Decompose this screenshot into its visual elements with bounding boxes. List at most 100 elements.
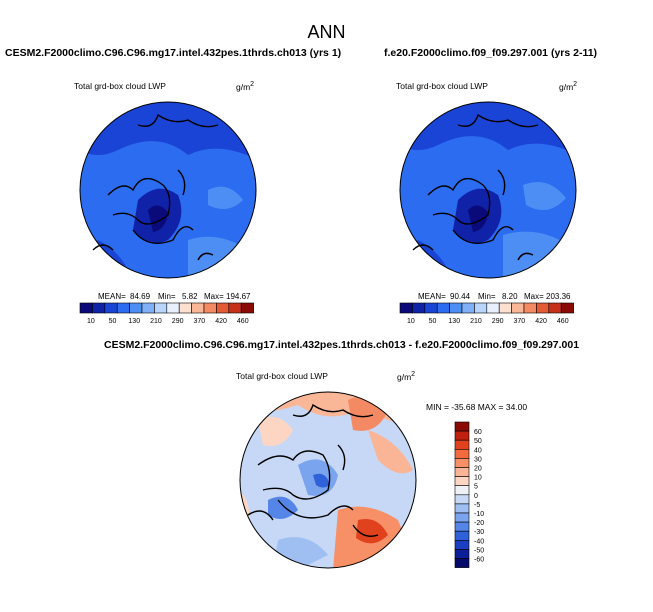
diff-colorbar-label: -5: [474, 502, 480, 509]
diff-colorbar-cell: [454, 512, 470, 523]
left-min-value: 5.82: [182, 292, 198, 301]
left-colorbar-cell: [141, 302, 155, 314]
right-colorbar-cell: [412, 302, 426, 314]
left-colorbar-label: 10: [87, 318, 95, 325]
left-min-label: Min=: [158, 292, 176, 301]
diff-units: g/m2: [397, 371, 416, 382]
diff-colorbar-cell: [454, 549, 470, 559]
right-colorbar-cell: [449, 302, 463, 314]
left-case-title: CESM2.F2000climo.C96.C96.mg17.intel.432p…: [5, 47, 342, 59]
diff-colorbar-cell: [454, 540, 470, 550]
diff-colorbar-cell: [454, 521, 470, 532]
left-colorbar-cell: [129, 302, 143, 314]
left-max-label: Max=: [204, 292, 224, 301]
right-mean-label: MEAN=: [418, 292, 446, 301]
right-max-label: Max=: [524, 292, 544, 301]
diff-case-title: CESM2.F2000climo.C96.C96.mg17.intel.432p…: [104, 339, 580, 351]
diff-colorbar-cell: [454, 530, 470, 541]
left-colorbar: 10 50 130 210 290 370 420 460: [79, 302, 254, 325]
diff-colorbar-label: -20: [474, 520, 484, 527]
right-colorbar-cell: [461, 302, 475, 314]
right-colorbar-cell: [399, 302, 413, 314]
right-min-label: Min=: [478, 292, 496, 301]
right-polar-map: [399, 101, 577, 279]
right-colorbar-label: 50: [429, 318, 437, 325]
right-colorbar-label: 370: [514, 318, 526, 325]
left-colorbar-label: 50: [109, 318, 117, 325]
left-field-label: Total grd-box cloud LWP: [74, 81, 166, 91]
diff-colorbar-label: 5: [474, 484, 478, 491]
left-colorbar-cell: [203, 302, 217, 314]
diff-colorbar-label: 50: [474, 438, 482, 445]
diff-colorbar-label: 60: [474, 429, 482, 436]
right-colorbar-cell: [486, 302, 500, 314]
left-polar-map: [79, 101, 257, 279]
left-colorbar-cell: [92, 302, 106, 314]
diff-polar-map: [239, 391, 417, 569]
left-units: g/m2: [236, 81, 255, 92]
diff-colorbar-cell: [454, 494, 470, 505]
left-colorbar-label: 420: [215, 318, 227, 325]
left-mean-value: 84.69: [130, 292, 151, 301]
diff-minmax: MIN = -35.68 MAX = 34.00: [426, 402, 528, 412]
left-colorbar-label: 460: [237, 318, 249, 325]
diff-colorbar-cell: [454, 485, 470, 496]
right-colorbar-cell: [523, 302, 537, 314]
diff-colorbar-label: 0: [474, 493, 478, 500]
diff-colorbar-cell: [454, 467, 470, 477]
diff-colorbar-label: -10: [474, 511, 484, 518]
right-colorbar-label: 130: [448, 318, 460, 325]
left-colorbar-cell: [104, 302, 118, 314]
left-colorbar-label: 130: [128, 318, 140, 325]
diff-colorbar-cell: [454, 558, 470, 568]
diff-colorbar-label: -30: [474, 529, 484, 536]
right-colorbar-label: 210: [470, 318, 482, 325]
right-colorbar-label: 460: [557, 318, 569, 325]
diff-colorbar-cell: [454, 421, 470, 432]
diff-colorbar-label: 30: [474, 456, 482, 463]
right-colorbar-cell: [436, 302, 450, 314]
left-colorbar-cell: [154, 302, 168, 314]
diff-colorbar-cell: [454, 430, 470, 441]
right-min-value: 8.20: [502, 292, 518, 301]
diff-colorbar-cell: [454, 439, 470, 450]
right-colorbar-cell: [424, 302, 438, 314]
left-max-value: 194.67: [226, 292, 251, 301]
diff-colorbar-label: 20: [474, 466, 482, 473]
right-colorbar-cell: [548, 302, 562, 314]
left-colorbar-cell: [178, 302, 192, 314]
diff-colorbar-cell: [454, 448, 470, 459]
right-mean-value: 90.44: [450, 292, 471, 301]
diff-colorbar-label: 40: [474, 447, 482, 454]
right-colorbar-label: 10: [407, 318, 415, 325]
left-colorbar-cell: [228, 302, 242, 314]
left-colorbar-cell: [116, 302, 130, 314]
right-colorbar: 10 50 130 210 290 370 420 460: [399, 302, 574, 325]
right-max-value: 203.36: [546, 292, 571, 301]
right-colorbar-label: 290: [492, 318, 504, 325]
right-colorbar-label: 420: [535, 318, 547, 325]
left-colorbar-cell: [216, 302, 230, 314]
right-colorbar-cell: [498, 302, 512, 314]
left-colorbar-cell: [240, 302, 254, 314]
left-colorbar-label: 210: [150, 318, 162, 325]
left-mean-label: MEAN=: [98, 292, 126, 301]
left-colorbar-cell: [191, 302, 205, 314]
left-stats: MEAN= 84.69 Min= 5.82 Max= 194.67: [98, 292, 251, 301]
diff-colorbar-label: -50: [474, 547, 484, 554]
right-case-title: f.e20.F2000climo.f09_f09.297.001 (yrs 2-…: [384, 47, 598, 59]
right-colorbar-cell: [511, 302, 525, 314]
diff-colorbar-label: -40: [474, 538, 484, 545]
diff-colorbar-cell: [454, 458, 470, 468]
right-colorbar-cell: [536, 302, 550, 314]
right-units: g/m2: [559, 81, 578, 92]
left-colorbar-label: 290: [172, 318, 184, 325]
right-stats: MEAN= 90.44 Min= 8.20 Max= 203.36: [418, 292, 571, 301]
left-colorbar-cell: [166, 302, 180, 314]
left-colorbar-label: 370: [194, 318, 206, 325]
right-field-label: Total grd-box cloud LWP: [396, 81, 488, 91]
diff-colorbar-label: 10: [474, 475, 482, 482]
diff-colorbar-cell: [454, 476, 470, 486]
diff-colorbar-label: -60: [474, 557, 484, 564]
